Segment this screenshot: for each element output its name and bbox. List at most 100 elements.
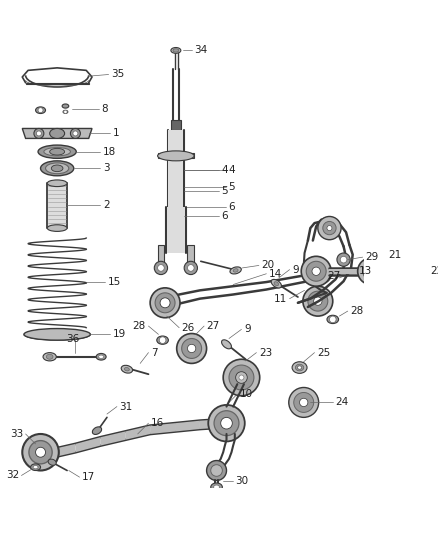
Ellipse shape bbox=[49, 128, 65, 139]
Text: 1: 1 bbox=[113, 128, 120, 139]
Text: 17: 17 bbox=[82, 472, 95, 482]
Ellipse shape bbox=[171, 47, 181, 53]
Text: 31: 31 bbox=[120, 401, 133, 411]
Text: 15: 15 bbox=[108, 277, 121, 287]
Polygon shape bbox=[46, 444, 75, 459]
Text: 32: 32 bbox=[6, 471, 19, 480]
Polygon shape bbox=[158, 154, 194, 158]
Polygon shape bbox=[187, 245, 194, 265]
Text: 29: 29 bbox=[365, 252, 378, 262]
Text: 22: 22 bbox=[430, 266, 438, 276]
Circle shape bbox=[182, 338, 201, 358]
Ellipse shape bbox=[295, 364, 304, 371]
Ellipse shape bbox=[157, 336, 168, 344]
Circle shape bbox=[221, 417, 232, 429]
Text: 9: 9 bbox=[244, 325, 251, 334]
Circle shape bbox=[29, 441, 52, 464]
Ellipse shape bbox=[62, 104, 69, 108]
Circle shape bbox=[323, 221, 336, 235]
Circle shape bbox=[229, 365, 254, 390]
Circle shape bbox=[159, 337, 166, 343]
Ellipse shape bbox=[327, 315, 339, 324]
Circle shape bbox=[318, 216, 341, 240]
Circle shape bbox=[154, 261, 168, 274]
Circle shape bbox=[223, 359, 260, 396]
Circle shape bbox=[319, 270, 327, 279]
Text: 33: 33 bbox=[10, 429, 23, 439]
Ellipse shape bbox=[211, 483, 223, 491]
Polygon shape bbox=[125, 426, 150, 440]
Circle shape bbox=[187, 344, 196, 353]
Polygon shape bbox=[200, 419, 225, 429]
Ellipse shape bbox=[63, 110, 68, 114]
Circle shape bbox=[363, 263, 379, 279]
Polygon shape bbox=[48, 183, 66, 228]
Ellipse shape bbox=[121, 365, 133, 373]
Ellipse shape bbox=[92, 427, 102, 434]
Text: 10: 10 bbox=[240, 389, 253, 399]
Circle shape bbox=[289, 387, 319, 417]
Ellipse shape bbox=[158, 151, 194, 161]
Circle shape bbox=[38, 108, 43, 112]
Polygon shape bbox=[150, 423, 175, 434]
Polygon shape bbox=[158, 245, 164, 265]
Ellipse shape bbox=[33, 465, 38, 469]
Polygon shape bbox=[25, 83, 89, 84]
Circle shape bbox=[211, 465, 223, 477]
Polygon shape bbox=[168, 130, 184, 207]
Text: 13: 13 bbox=[359, 266, 372, 276]
Ellipse shape bbox=[46, 163, 69, 174]
Ellipse shape bbox=[24, 328, 90, 340]
Circle shape bbox=[64, 110, 67, 114]
Ellipse shape bbox=[222, 340, 231, 349]
Text: 5: 5 bbox=[222, 185, 228, 196]
Polygon shape bbox=[100, 432, 125, 446]
Ellipse shape bbox=[271, 279, 282, 288]
Circle shape bbox=[300, 398, 308, 407]
Ellipse shape bbox=[46, 354, 53, 359]
Ellipse shape bbox=[51, 165, 63, 172]
Ellipse shape bbox=[230, 267, 241, 274]
Text: 27: 27 bbox=[327, 271, 340, 281]
Circle shape bbox=[239, 375, 244, 380]
Circle shape bbox=[73, 131, 78, 136]
Text: 3: 3 bbox=[103, 163, 110, 173]
Text: 9: 9 bbox=[292, 264, 299, 274]
Circle shape bbox=[35, 447, 46, 457]
Ellipse shape bbox=[96, 353, 106, 360]
Text: 24: 24 bbox=[335, 398, 349, 407]
Ellipse shape bbox=[48, 459, 56, 465]
Text: 6: 6 bbox=[222, 211, 228, 221]
Ellipse shape bbox=[214, 485, 219, 489]
Text: 36: 36 bbox=[66, 334, 80, 343]
Circle shape bbox=[22, 434, 59, 471]
Circle shape bbox=[358, 258, 384, 285]
Circle shape bbox=[207, 461, 226, 480]
Circle shape bbox=[177, 334, 207, 364]
Text: 8: 8 bbox=[101, 103, 108, 114]
Circle shape bbox=[340, 256, 347, 263]
Circle shape bbox=[327, 225, 332, 231]
Circle shape bbox=[158, 264, 164, 271]
Text: 28: 28 bbox=[133, 321, 146, 331]
Circle shape bbox=[150, 288, 180, 318]
Circle shape bbox=[184, 261, 198, 274]
Text: 34: 34 bbox=[194, 45, 207, 55]
Text: 25: 25 bbox=[317, 348, 330, 358]
Text: 19: 19 bbox=[113, 329, 126, 340]
Circle shape bbox=[329, 316, 336, 322]
Circle shape bbox=[36, 131, 41, 136]
Text: 14: 14 bbox=[269, 269, 282, 279]
Ellipse shape bbox=[274, 282, 279, 286]
Ellipse shape bbox=[99, 355, 104, 358]
Text: 2: 2 bbox=[103, 200, 110, 210]
Circle shape bbox=[34, 128, 44, 139]
Polygon shape bbox=[75, 437, 100, 452]
Ellipse shape bbox=[38, 145, 76, 158]
Text: 20: 20 bbox=[261, 261, 275, 270]
Ellipse shape bbox=[41, 161, 74, 176]
Ellipse shape bbox=[44, 148, 71, 156]
Text: 11: 11 bbox=[274, 294, 287, 304]
Polygon shape bbox=[167, 207, 185, 253]
Text: 6: 6 bbox=[228, 203, 235, 212]
